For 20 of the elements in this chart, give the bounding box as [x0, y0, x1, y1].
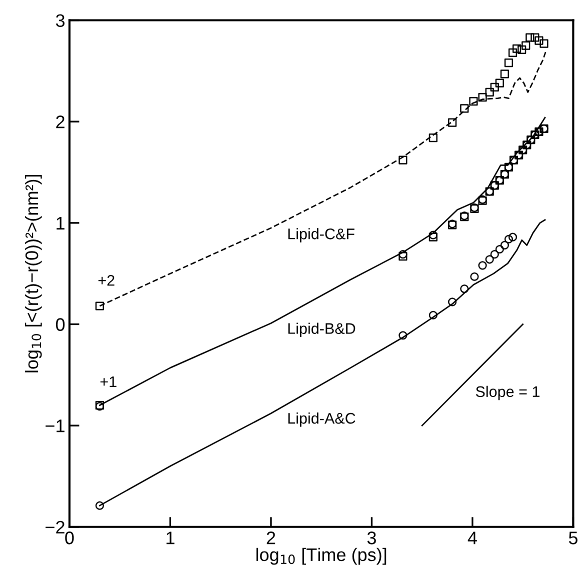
x-tick-label: 5	[568, 532, 578, 544]
y-tick-label: 0	[56, 318, 65, 331]
series-label: Lipid-A&C	[288, 412, 356, 427]
y-tick-label: 3	[56, 14, 65, 27]
series-label: Lipid-B&D	[288, 322, 356, 337]
x-tick-label: 0	[65, 532, 74, 544]
x-tick-label: 2	[266, 532, 276, 544]
y-tick-label: 2	[56, 116, 64, 128]
series-label: Lipid-C&F	[288, 228, 354, 242]
x-tick-label: 1	[166, 532, 174, 544]
y-tick-label: 1	[56, 217, 64, 230]
x-axis-title: log$_{10}$ [Time (ps)]	[256, 548, 386, 565]
annotation: +1	[100, 376, 116, 387]
series-label: Slope = 1	[476, 386, 540, 400]
annotation: +2	[98, 274, 114, 286]
x-tick-label: 4	[468, 532, 477, 544]
x-tick-label: 3	[367, 532, 376, 544]
y-tick-label: −1	[46, 420, 64, 432]
y-axis-title: log$_{10}$ [<(r(t)−r(0))²>(nm²)]	[24, 174, 42, 372]
y-tick-label: −2	[46, 520, 64, 534]
